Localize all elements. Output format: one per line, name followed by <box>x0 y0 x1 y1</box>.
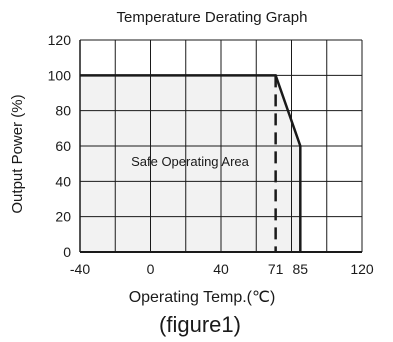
x-tick-label: 71 <box>268 261 284 277</box>
y-axis-label: Output Power (%) <box>9 94 26 213</box>
y-tick-label: 120 <box>48 32 72 48</box>
safe-operating-area <box>80 75 301 252</box>
x-axis-label: Operating Temp.(℃) <box>129 289 276 306</box>
y-tick-label: 20 <box>55 209 71 225</box>
x-tick-label: 120 <box>350 261 374 277</box>
series-layer <box>80 74 302 252</box>
y-tick-label: 100 <box>48 67 72 83</box>
derating-curve <box>80 74 302 252</box>
x-tick-label: 40 <box>213 261 229 277</box>
figure-caption: (figure1) <box>159 312 241 337</box>
safe-area-layer <box>80 75 301 252</box>
safe-area-label: Safe Operating Area <box>131 154 250 169</box>
y-tick-label: 40 <box>55 173 71 189</box>
x-tick-label: -40 <box>70 261 90 277</box>
y-tick-label: 80 <box>55 103 71 119</box>
y-tick-label: 0 <box>63 244 71 260</box>
y-tick-label: 60 <box>55 138 71 154</box>
grid-layer <box>79 39 363 253</box>
x-tick-label: 85 <box>293 261 309 277</box>
x-tick-label: 0 <box>147 261 155 277</box>
chart-title: Temperature Derating Graph <box>117 9 308 26</box>
